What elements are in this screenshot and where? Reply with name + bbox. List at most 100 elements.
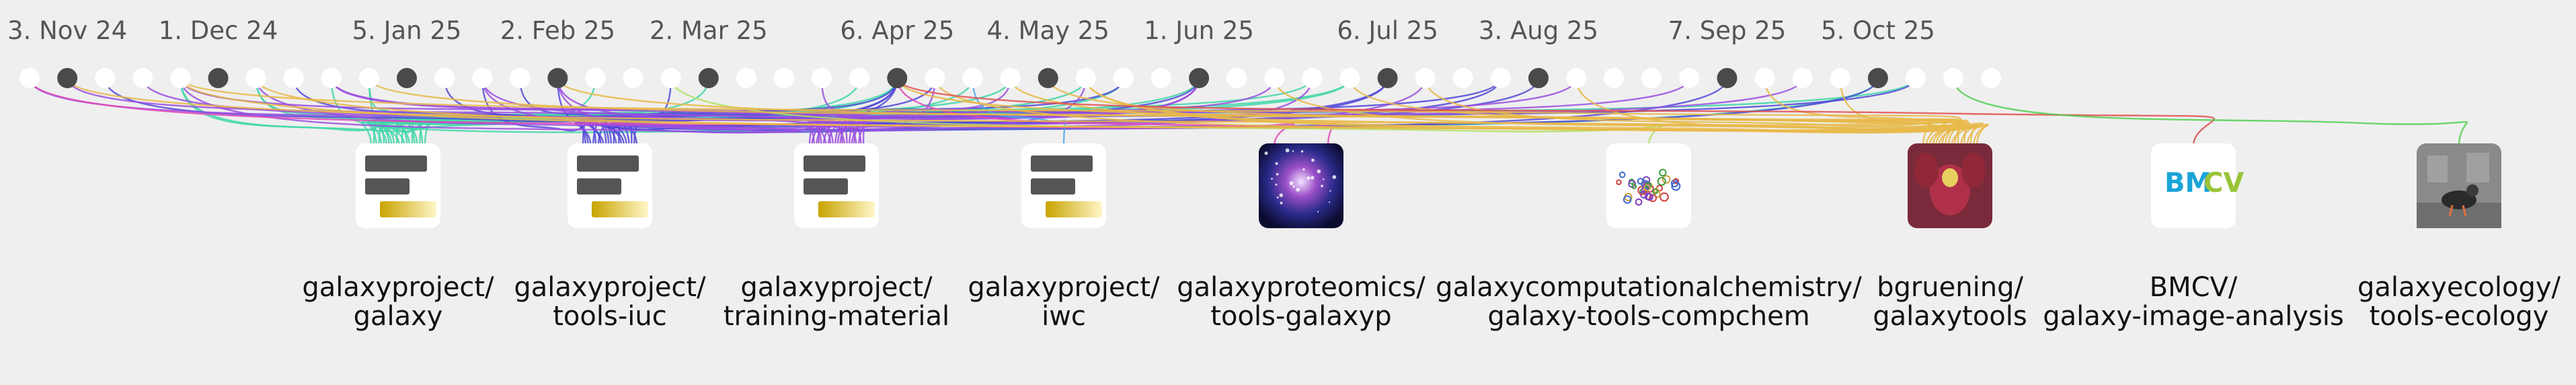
week-dot-marked <box>1377 68 1398 88</box>
week-dot <box>95 68 116 88</box>
week-dot <box>1792 68 1813 88</box>
date-label: 7. Sep 25 <box>1668 16 1787 45</box>
repo-node: BMCV BMCV/galaxy-image-analysis <box>2043 143 2344 332</box>
contribution-link <box>66 77 1970 147</box>
repo-node: galaxyproteomics/tools-galaxyp <box>1177 143 1426 332</box>
galaxy-logo-icon <box>568 143 652 228</box>
week-dot <box>1679 68 1700 88</box>
week-dot <box>19 68 40 88</box>
week-dot <box>925 68 945 88</box>
repo-owner-label: galaxycomputationalchemistry/ <box>1436 272 1862 303</box>
galaxy-logo-icon <box>356 143 440 228</box>
repo-name-label: galaxy-tools-compchem <box>1487 301 1809 332</box>
week-dot-marked <box>1189 68 1210 88</box>
week-dot <box>1641 68 1662 88</box>
week-dot <box>1981 68 2002 88</box>
date-label: 5. Oct 25 <box>1821 16 1935 45</box>
svg-text:CV: CV <box>2203 168 2244 199</box>
contribution-link <box>620 77 1125 147</box>
week-dot <box>736 68 756 88</box>
repo-name-label: tools-ecology <box>2370 301 2549 332</box>
molecule-icon <box>1606 143 1691 228</box>
week-dots <box>19 68 2002 88</box>
repo-name-label: tools-galaxyp <box>1210 301 1391 332</box>
week-dot <box>1113 68 1134 88</box>
repo-owner-label: galaxyproject/ <box>968 272 1160 303</box>
week-dot <box>812 68 832 88</box>
repo-owner-label: galaxyecology/ <box>2357 272 2561 303</box>
week-dot <box>1226 68 1247 88</box>
date-label: 5. Jan 25 <box>352 16 462 45</box>
repo-node: galaxyproject/training-material <box>724 143 949 332</box>
galaxy-logo-icon <box>794 143 879 228</box>
date-label: 1. Jun 25 <box>1144 16 1254 45</box>
week-dot <box>962 68 983 88</box>
bird-photo-icon <box>2417 143 2501 228</box>
week-dot-marked <box>1038 68 1058 88</box>
contribution-link <box>1952 77 2468 147</box>
week-dot-marked <box>1717 68 1738 88</box>
week-dot <box>434 68 455 88</box>
week-dot <box>1906 68 1926 88</box>
week-dot <box>132 68 153 88</box>
date-label: 6. Apr 25 <box>840 16 954 45</box>
week-dot <box>660 68 681 88</box>
repo-node: galaxyproject/galaxy <box>302 143 494 332</box>
bmcv-logo-icon: BMCV <box>2151 143 2244 228</box>
week-dot-marked <box>698 68 719 88</box>
date-labels: 3. Nov 24 1. Dec 24 5. Jan 25 2. Feb 25 2. M… <box>7 16 1935 45</box>
repo-owner-label: galaxyproteomics/ <box>1177 272 1426 303</box>
week-dot <box>510 68 531 88</box>
date-label: 2. Feb 25 <box>500 16 615 45</box>
week-dot-marked <box>57 68 78 88</box>
week-dot <box>774 68 794 88</box>
repo-name-label: galaxytools <box>1873 301 2027 332</box>
week-dot-marked <box>397 68 417 88</box>
contribution-link <box>1009 77 1984 147</box>
repo-node: galaxyecology/tools-ecology <box>2357 143 2561 332</box>
week-dot <box>849 68 870 88</box>
week-dot <box>1415 68 1436 88</box>
date-label: 3. Aug 25 <box>1479 16 1598 45</box>
svg-text:BM: BM <box>2164 168 2212 199</box>
week-dot <box>1075 68 1096 88</box>
repo-node: galaxycomputationalchemistry/galaxy-tool… <box>1436 143 1862 332</box>
contribution-link <box>1274 77 1989 147</box>
galaxy-nebula-icon <box>1259 143 1343 228</box>
week-dot <box>1754 68 1775 88</box>
week-dot <box>321 68 342 88</box>
week-dot <box>1151 68 1171 88</box>
galaxy-logo-icon <box>1021 143 1106 228</box>
week-dot <box>1830 68 1850 88</box>
contribution-link <box>1764 77 1969 147</box>
week-dot <box>1264 68 1285 88</box>
repo-name-label: galaxy-image-analysis <box>2043 301 2344 332</box>
contribution-link <box>1349 77 1965 147</box>
date-label: 1. Dec 24 <box>159 16 278 45</box>
repo-name-label: galaxy <box>354 301 443 332</box>
date-label: 6. Jul 25 <box>1337 16 1438 45</box>
date-label: 2. Mar 25 <box>650 16 768 45</box>
week-dot <box>623 68 643 88</box>
week-dot <box>1302 68 1323 88</box>
week-dot <box>283 68 304 88</box>
week-dot <box>1566 68 1587 88</box>
repo-node: galaxyproject/tools-iuc <box>514 143 706 332</box>
date-label: 3. Nov 24 <box>7 16 127 45</box>
repo-owner-label: galaxyproject/ <box>514 272 706 303</box>
week-dot <box>358 68 379 88</box>
contribution-link <box>896 77 2215 147</box>
week-dot-marked <box>887 68 908 88</box>
week-dot <box>1339 68 1360 88</box>
contribution-links <box>28 77 2468 147</box>
week-dot <box>170 68 191 88</box>
week-dot <box>245 68 266 88</box>
week-dot <box>1604 68 1625 88</box>
week-dot <box>585 68 606 88</box>
week-dot <box>472 68 493 88</box>
repo-name-label: iwc <box>1042 301 1086 332</box>
orchid-photo-icon <box>1908 143 1992 228</box>
week-dot-marked <box>1528 68 1549 88</box>
repo-owner-label: BMCV/ <box>2150 272 2238 303</box>
